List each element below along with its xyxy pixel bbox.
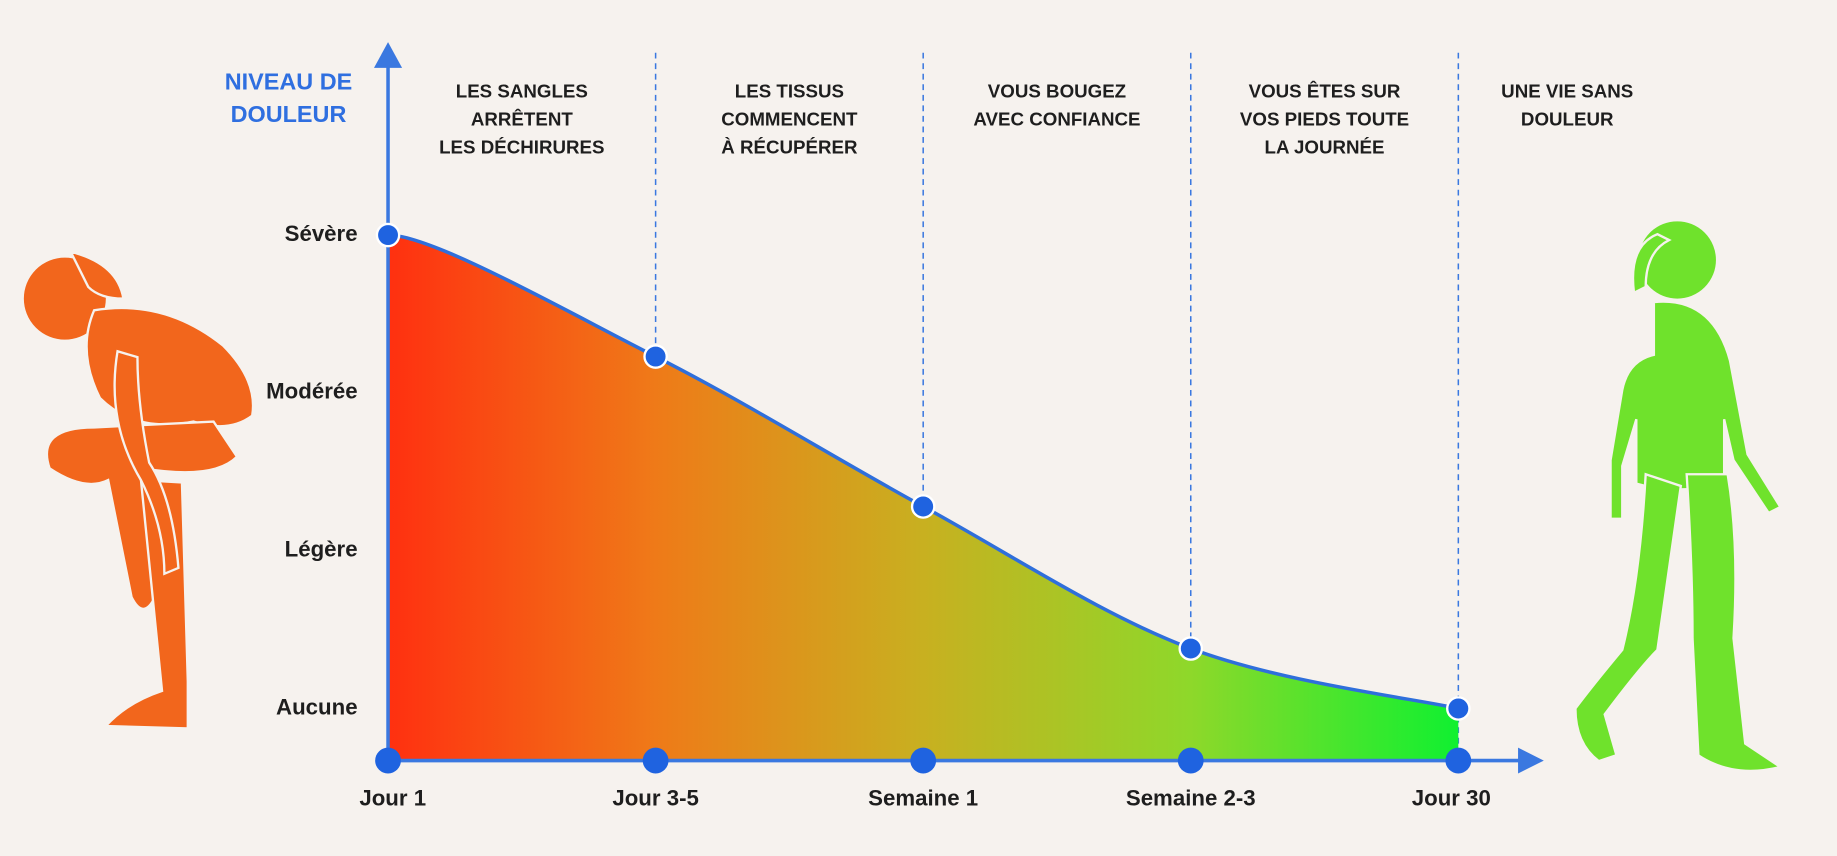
y-tick-label: Légère [285, 537, 358, 562]
phase-label: UNE VIE SANS [1501, 80, 1633, 101]
x-tick-dot [1177, 747, 1204, 774]
point [910, 494, 936, 519]
x-tick-dot [642, 747, 669, 774]
phase-label: LES TISSUS [735, 80, 844, 101]
phase-label: VOUS ÊTES SUR [1249, 80, 1401, 101]
x-tick-dot [375, 747, 401, 774]
y-axis-arrow [373, 42, 403, 68]
point [375, 222, 401, 248]
phase-label: DOULEUR [1521, 109, 1614, 130]
phase-label: VOS PIEDS TOUTE [1240, 109, 1409, 130]
y-axis-title: DOULEUR [231, 101, 347, 127]
x-tick-dot [910, 747, 937, 774]
phase-label: LES SANGLES [456, 80, 588, 101]
phase-label: À RÉCUPÉRER [721, 137, 858, 158]
healthy-figure [1574, 218, 1784, 773]
phase-label: VOUS BOUGEZ [988, 80, 1126, 101]
point [643, 344, 668, 369]
phase-label: ARRÊTENT [471, 109, 573, 130]
x-tick-label: Jour 3-5 [612, 786, 699, 811]
y-tick-label: Aucune [276, 694, 358, 719]
pain-figure [21, 250, 255, 730]
x-tick-label: Jour 30 [1412, 786, 1491, 811]
phase-label: AVEC CONFIANCE [973, 109, 1140, 130]
point [1178, 636, 1204, 661]
y-tick-label: Sévère [285, 221, 358, 246]
y-tick-label: Modérée [266, 379, 357, 404]
x-tick-label: Semaine 1 [868, 786, 978, 811]
phase-label: LA JOURNÉE [1265, 137, 1385, 158]
phase-label: COMMENCENT [721, 109, 858, 130]
point [1446, 696, 1471, 721]
plot: NIVEAU DE DOULEUR Sévère Modérée Légère Aucun… [225, 42, 1633, 811]
x-tick-dot [1445, 747, 1472, 774]
x-axis-arrow [1518, 747, 1544, 774]
x-tick-label: Semaine 2-3 [1126, 786, 1256, 811]
phase-label: LES DÉCHIRURES [439, 137, 604, 158]
x-tick-label: Jour 1 [359, 786, 426, 811]
y-axis-title: NIVEAU DE [225, 68, 352, 94]
